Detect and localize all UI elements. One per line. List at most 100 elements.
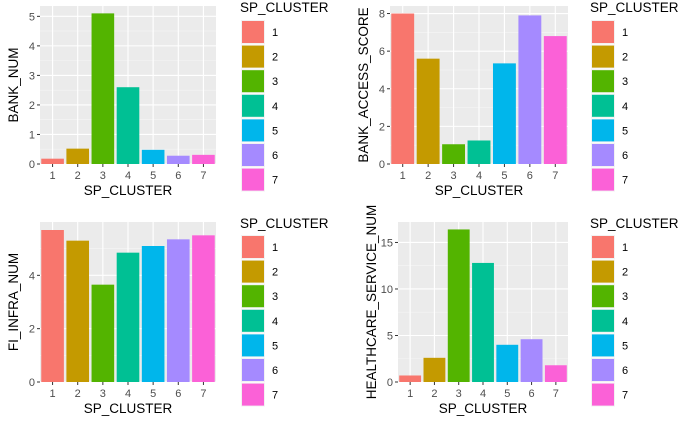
legend-key-2 <box>592 260 614 283</box>
legend-label: 3 <box>622 76 628 88</box>
legend-key-7 <box>592 168 614 191</box>
legend-key-6 <box>592 359 614 381</box>
legend-label: 4 <box>622 316 628 328</box>
legend-key-2 <box>242 260 264 283</box>
legend: SP_CLUSTER 1 2 3 4 5 6 7 <box>590 0 679 192</box>
legend-label: 5 <box>272 340 278 352</box>
bar-cluster-5 <box>141 246 165 382</box>
y-tick-label: 4 <box>29 270 35 282</box>
bar-cluster-1 <box>399 375 422 382</box>
bar-cluster-6 <box>518 15 542 165</box>
x-tick-label: 1 <box>50 170 56 182</box>
x-axis-title: SP_CLUSTER <box>84 183 173 198</box>
y-tick-label: 0 <box>387 377 393 389</box>
bar-cluster-6 <box>166 239 190 382</box>
legend-label: 6 <box>622 150 628 162</box>
bar-cluster-2 <box>66 148 90 164</box>
x-tick-label: 6 <box>175 170 181 182</box>
legend-label: 4 <box>272 316 278 328</box>
bar-cluster-4 <box>116 252 140 382</box>
legend-key-2 <box>242 45 264 68</box>
legend-key-6 <box>592 144 614 166</box>
chart-1: 0 1 2 3 4 5 1 2 3 4 5 6 7 SP_CLUSTER BANK_NUM SP_CLUSTE… <box>6 0 329 198</box>
legend-label: 7 <box>622 175 628 187</box>
y-tick-label: 4 <box>379 84 385 96</box>
x-tick-label: 5 <box>150 388 156 400</box>
bar-cluster-3 <box>91 284 115 382</box>
legend-key-1 <box>592 21 614 43</box>
legend-key-2 <box>592 45 614 68</box>
x-tick-label: 7 <box>552 170 558 182</box>
legend: SP_CLUSTER 1 2 3 4 5 6 7 <box>240 0 329 192</box>
legend-label: 1 <box>622 27 628 39</box>
x-tick-label: 1 <box>50 388 56 400</box>
bar-cluster-4 <box>116 87 140 164</box>
x-tick-label: 4 <box>125 170 131 182</box>
x-tick-label: 3 <box>451 170 457 182</box>
bar-cluster-4 <box>472 262 494 382</box>
legend-label: 7 <box>272 175 278 187</box>
legend-key-5 <box>242 334 264 357</box>
x-tick-label: 2 <box>75 388 81 400</box>
y-tick-label: 0 <box>379 159 385 171</box>
bar-cluster-7 <box>543 36 567 164</box>
bar-cluster-6 <box>520 339 543 382</box>
y-tick-label: 2 <box>29 100 35 112</box>
x-tick-label: 4 <box>125 388 131 400</box>
bar-cluster-3 <box>447 229 470 382</box>
legend-title: SP_CLUSTER <box>590 216 679 231</box>
x-tick-label: 2 <box>431 388 437 400</box>
legend-label: 4 <box>622 101 628 113</box>
bar-cluster-5 <box>141 149 165 164</box>
legend-title: SP_CLUSTER <box>590 0 679 15</box>
bar-cluster-4 <box>467 140 491 164</box>
y-tick-label: 2 <box>29 324 35 336</box>
x-tick-label: 2 <box>425 170 431 182</box>
x-tick-label: 2 <box>75 170 81 182</box>
legend-label: 2 <box>622 267 628 279</box>
legend-key-4 <box>592 309 614 332</box>
y-tick-label: 15 <box>381 237 393 249</box>
y-tick-label: 10 <box>381 284 393 296</box>
chart-3: 0 2 4 1 2 3 4 5 6 7 SP_CLUSTER FI_INFRA_NUM SP_CLUST… <box>6 216 329 416</box>
legend-label: 6 <box>272 365 278 377</box>
chart-2: 0 2 4 6 8 1 2 3 4 5 6 7 SP_CLUSTER BANK_ACCESS_SCORE S… <box>356 0 679 198</box>
x-tick-label: 7 <box>553 388 559 400</box>
legend-label: 2 <box>272 267 278 279</box>
x-tick-label: 5 <box>501 170 507 182</box>
legend-key-4 <box>242 94 264 117</box>
y-tick-label: 0 <box>29 159 35 171</box>
x-tick-label: 4 <box>476 170 482 182</box>
x-tick-label: 5 <box>150 170 156 182</box>
bar-cluster-7 <box>544 365 567 382</box>
legend-key-3 <box>242 70 264 93</box>
x-axis-title: SP_CLUSTER <box>439 401 528 416</box>
legend-label: 4 <box>272 101 278 113</box>
legend-label: 5 <box>622 340 628 352</box>
legend-label: 3 <box>272 76 278 88</box>
y-axis-title: BANK_NUM <box>6 47 21 122</box>
bar-cluster-2 <box>423 357 446 382</box>
legend-key-4 <box>592 94 614 117</box>
legend-label: 1 <box>272 242 278 254</box>
x-tick-label: 6 <box>529 388 535 400</box>
bar-cluster-6 <box>166 155 190 164</box>
legend-key-1 <box>242 236 264 258</box>
x-tick-label: 6 <box>175 388 181 400</box>
y-tick-label: 4 <box>29 41 35 53</box>
legend-label: 5 <box>622 125 628 137</box>
x-tick-label: 7 <box>200 170 206 182</box>
bar-cluster-7 <box>192 154 215 164</box>
y-tick-label: 2 <box>379 121 385 133</box>
x-tick-label: 5 <box>504 388 510 400</box>
legend-key-5 <box>592 334 614 357</box>
legend-title: SP_CLUSTER <box>240 0 329 15</box>
bar-cluster-3 <box>442 144 466 164</box>
legend-key-4 <box>242 309 264 332</box>
y-tick-label: 6 <box>379 46 385 58</box>
x-axis-title: SP_CLUSTER <box>435 183 524 198</box>
x-tick-label: 3 <box>456 388 462 400</box>
legend-label: 3 <box>272 291 278 303</box>
x-tick-label: 3 <box>100 170 106 182</box>
